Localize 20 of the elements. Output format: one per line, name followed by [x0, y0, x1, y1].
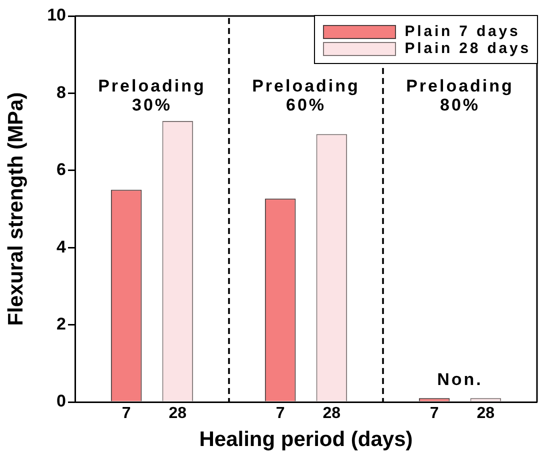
- y-tick-label: 8: [56, 82, 66, 102]
- y-tick-label: 10: [47, 6, 66, 25]
- x-tick-label: 7: [430, 405, 439, 422]
- y-tick-label: 2: [56, 314, 66, 334]
- annotation: Non.: [437, 370, 483, 389]
- x-axis-title: Healing period (days): [199, 428, 413, 452]
- annotation: Preloading 30%: [98, 76, 206, 115]
- y-tick-label: 0: [56, 392, 66, 411]
- annotation: Preloading 60%: [252, 76, 360, 115]
- x-tick-label: 28: [476, 405, 495, 422]
- x-tick-label: 7: [276, 405, 285, 422]
- annotation: Preloading 80%: [406, 76, 514, 115]
- x-tick-label: 28: [168, 405, 187, 422]
- x-tick-label: 28: [322, 405, 341, 422]
- x-tick-label: 7: [122, 405, 131, 422]
- legend-label: Plain 7 days: [404, 23, 520, 40]
- y-tick-label: 6: [56, 160, 66, 180]
- legend-label: Plain 28 days: [404, 40, 532, 58]
- y-tick-label: 4: [56, 237, 67, 256]
- y-axis-title: Flexural strength (MPa): [4, 92, 28, 326]
